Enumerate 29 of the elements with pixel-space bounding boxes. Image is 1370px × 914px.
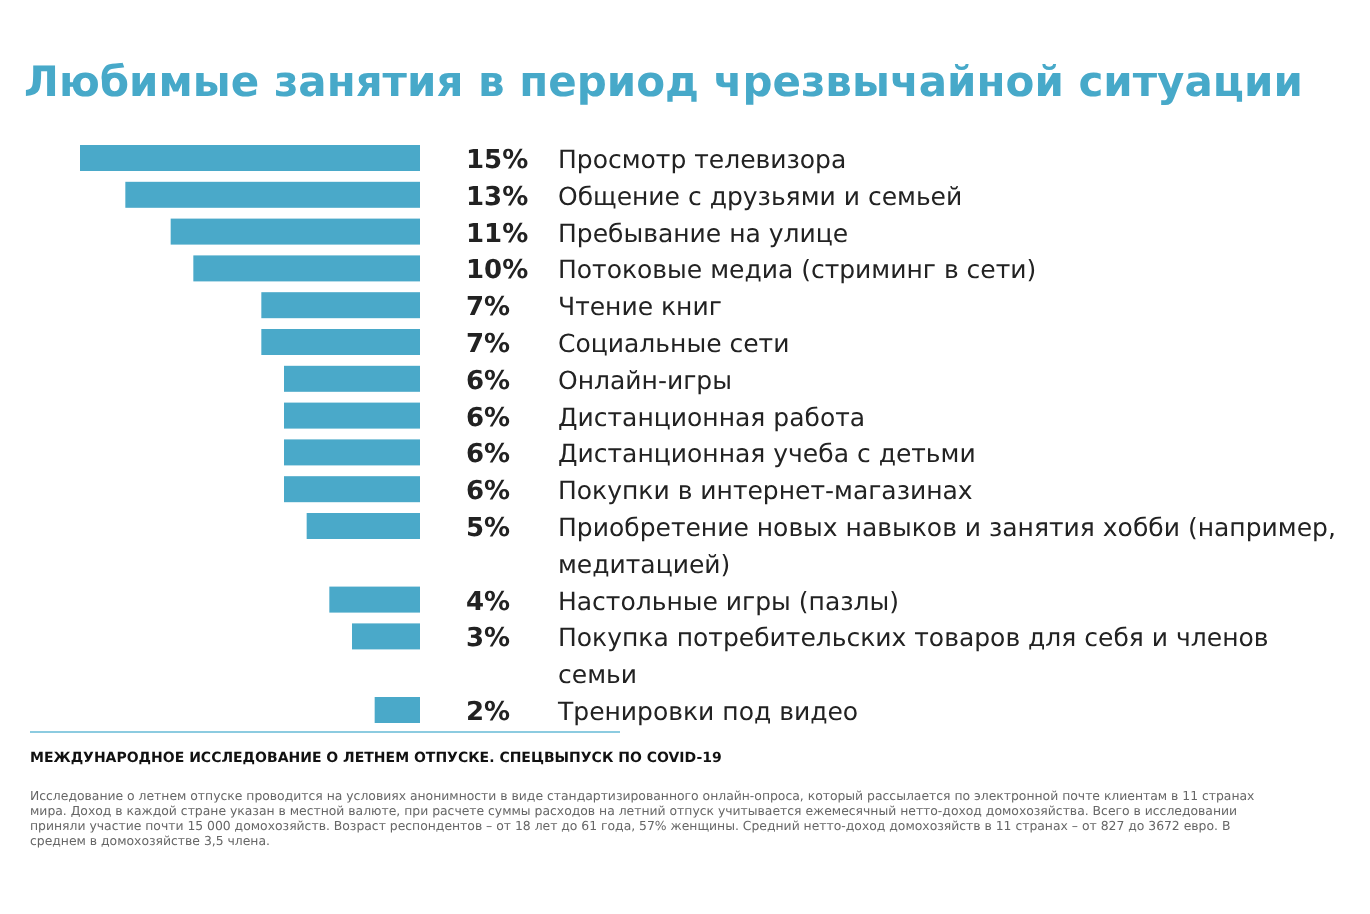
y-tick-label: Пребывание на улице [558,217,849,248]
text: Любимые занятия в период чрезвычайной ситуации [24,58,1303,106]
y-tick-label: Тренировки под видео [556,696,859,726]
data-label: 7% [466,330,511,360]
data-label: 13% [466,182,529,213]
data-label: 6% [466,403,511,434]
data-label: 3% [466,624,511,655]
data-label: 6% [466,440,511,471]
y-tick-label: Общение с друзьями и семьей [558,180,963,211]
data-label: 2% [466,698,511,728]
y-tick-label: Потоковые медиа (стриминг в сети) [558,254,1037,285]
data-label: 4% [466,587,511,618]
y-tick-label: Чтение книг [558,291,722,322]
y-tick-label: Просмотр телевизора [558,144,847,174]
y-tick-label: Настольные игры (пазлы) [558,585,899,616]
y-tick-label: Покупки в интернет-магазинах [558,475,973,506]
y-tick-label: Дистанционная учеба с детьми [558,438,976,469]
y-tick-label: Дистанционная работа [558,401,866,432]
y-tick-label: Социальные сети [558,328,790,358]
data-label: 6% [466,366,511,397]
data-label: 10% [466,256,529,287]
data-label: 7% [466,293,511,324]
data-label: 6% [466,477,511,508]
y-tick-label: Покупка потребительских товаров для себя и членов семьи [558,622,1269,690]
data-label: 15% [466,146,529,176]
data-label: 5% [466,514,511,544]
y-tick-label: Приобретение новых навыков и занятия хобби (например, медитацией) [558,512,1336,579]
data-label: 11% [466,219,529,250]
y-tick-label: Онлайн-игры [558,364,732,395]
